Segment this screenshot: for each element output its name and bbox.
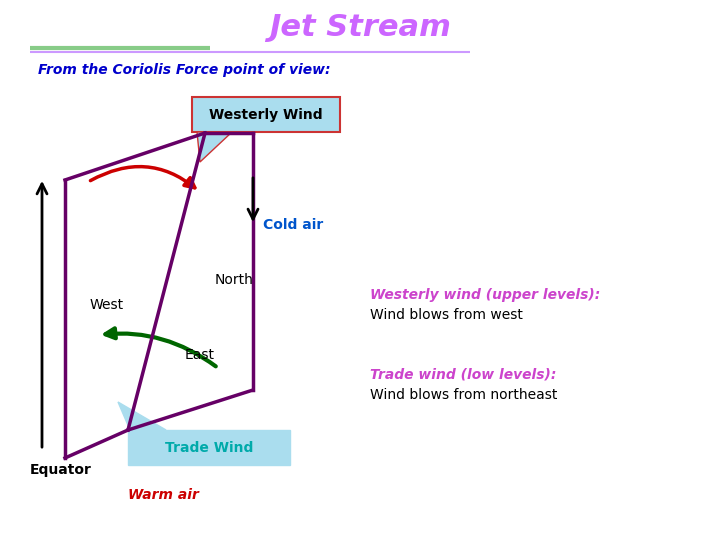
Text: Wind blows from northeast: Wind blows from northeast [370, 388, 557, 402]
Polygon shape [118, 402, 166, 430]
Text: From the Coriolis Force point of view:: From the Coriolis Force point of view: [38, 63, 330, 77]
Text: Equator: Equator [30, 463, 92, 477]
Polygon shape [197, 132, 232, 162]
Text: Trade wind (low levels):: Trade wind (low levels): [370, 368, 557, 382]
Text: North: North [215, 273, 254, 287]
Text: Wind blows from west: Wind blows from west [370, 308, 523, 322]
Text: West: West [90, 298, 124, 312]
Text: Warm air: Warm air [128, 488, 199, 502]
FancyArrowPatch shape [91, 167, 195, 188]
Text: Westerly wind (upper levels):: Westerly wind (upper levels): [370, 288, 600, 302]
Text: Cold air: Cold air [263, 218, 323, 232]
FancyBboxPatch shape [128, 430, 290, 465]
Text: Westerly Wind: Westerly Wind [210, 107, 323, 122]
Text: Jet Stream: Jet Stream [269, 14, 451, 43]
FancyBboxPatch shape [192, 97, 340, 132]
Text: Trade Wind: Trade Wind [165, 441, 253, 455]
FancyArrowPatch shape [105, 328, 216, 366]
Text: East: East [185, 348, 215, 362]
